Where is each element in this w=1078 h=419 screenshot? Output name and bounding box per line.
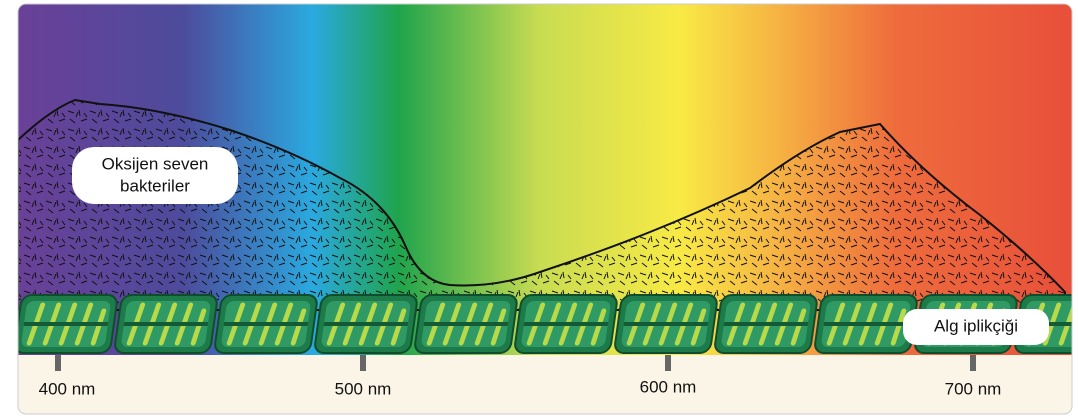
frame [17,3,1073,415]
scale-label: 600 nm [640,377,697,396]
scale-ticks [55,355,976,371]
alga-label-box [903,309,1049,345]
bacteria-label: Oksijen seven [102,154,209,173]
alga-label: Alg iplikçiği [934,316,1018,335]
scale-label: 500 nm [335,379,392,398]
bacteria-label: bakteriler [120,176,190,195]
bacteria-mound [18,98,1066,311]
scale-label: 700 nm [945,379,1002,398]
bacteria-label-box [72,147,238,204]
scale-label: 400 nm [39,379,96,398]
